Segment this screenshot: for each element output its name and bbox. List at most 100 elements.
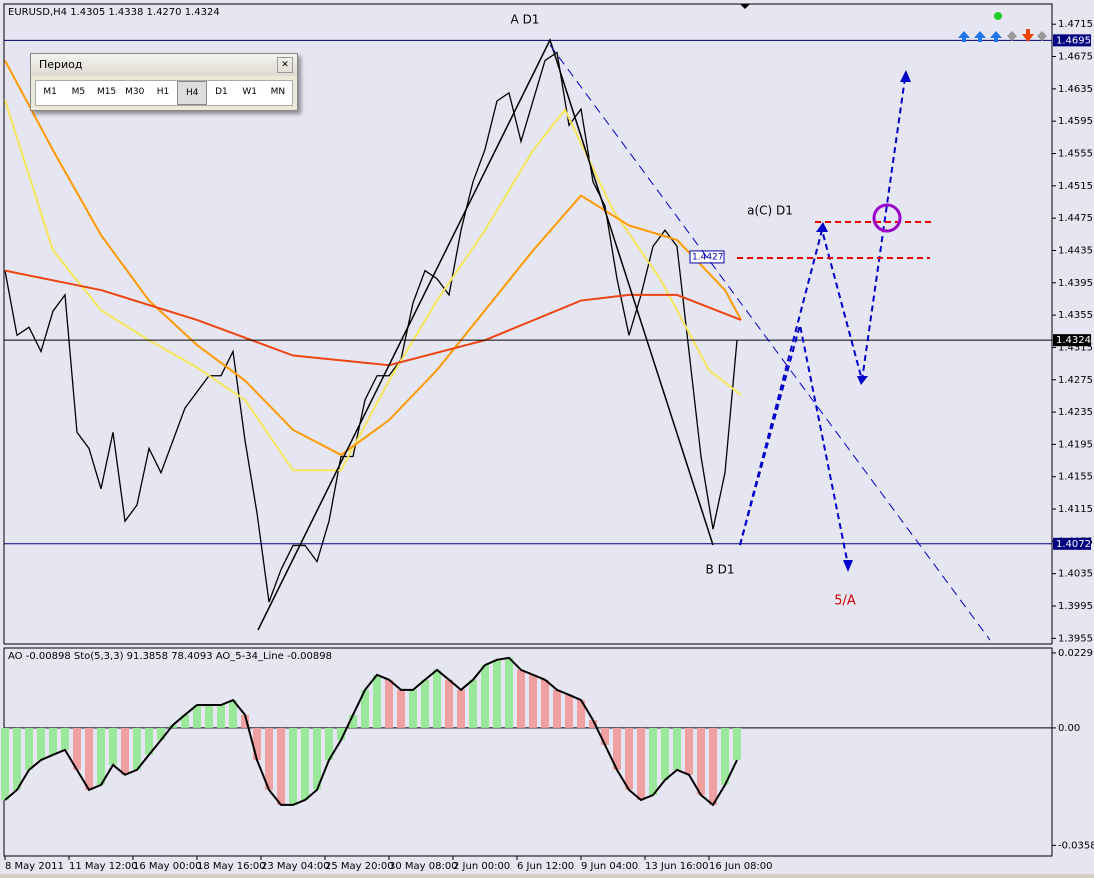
y-tick-label: 1.4555 bbox=[1058, 148, 1093, 159]
chart-title: EURUSD,H4 1.4305 1.4338 1.4270 1.4324 bbox=[8, 7, 220, 18]
ao-bar bbox=[625, 727, 633, 790]
x-tick-label: 9 Jun 04:00 bbox=[581, 861, 638, 872]
period-buttons: M1 M5 M15 M30 H1 H4 D1 W1 MN bbox=[35, 80, 293, 106]
ao-bar bbox=[157, 727, 165, 741]
annotation: 5/A bbox=[834, 594, 856, 609]
period-button[interactable]: H1 bbox=[156, 87, 170, 97]
ao-bar bbox=[565, 694, 573, 728]
x-tick-label: 16 May 00:00 bbox=[133, 861, 202, 872]
ao-bar bbox=[541, 679, 549, 728]
price-line bbox=[4, 60, 742, 457]
ao-bar bbox=[205, 704, 213, 728]
wave-line bbox=[257, 38, 714, 631]
y-tick-label: 1.4235 bbox=[1058, 407, 1093, 418]
indicator-title: AO -0.00898 Sto(5,3,3) 91.3858 78.4093 A… bbox=[8, 651, 332, 662]
ao-bar bbox=[313, 727, 321, 790]
x-tick-label: 23 May 04:00 bbox=[261, 861, 330, 872]
ao-bar bbox=[433, 669, 441, 728]
ao-bar bbox=[637, 727, 645, 800]
ao-bar bbox=[709, 727, 717, 805]
period-button[interactable]: M5 bbox=[71, 87, 86, 97]
x-tick-label: 6 Jun 12:00 bbox=[517, 861, 574, 872]
ao-bar bbox=[517, 669, 525, 728]
period-button[interactable]: M1 bbox=[43, 87, 57, 97]
price-tag-label: 1.4427 bbox=[692, 252, 724, 262]
y-tick-label: 1.4395 bbox=[1058, 278, 1093, 289]
shift-marker bbox=[740, 4, 750, 9]
ao-bar bbox=[385, 679, 393, 728]
drawings bbox=[257, 4, 1047, 641]
ao-bar bbox=[1, 727, 9, 800]
level-label: 1.4072 bbox=[1056, 539, 1091, 550]
ao-bar bbox=[145, 727, 153, 755]
ao-bar bbox=[697, 727, 705, 796]
ao-bar bbox=[61, 727, 69, 750]
y-tick-label: 1.4275 bbox=[1058, 375, 1093, 386]
y-tick-label: 1.4515 bbox=[1058, 181, 1093, 192]
ao-bar bbox=[337, 727, 345, 741]
ao-bar bbox=[97, 727, 105, 785]
x-tick-label: 13 Jun 16:00 bbox=[645, 861, 709, 872]
ao-bar bbox=[577, 700, 585, 728]
period-button[interactable]: MN bbox=[270, 87, 286, 97]
annotation: B D1 bbox=[706, 563, 735, 577]
ao-bar bbox=[349, 714, 357, 728]
ao-bar bbox=[589, 720, 597, 728]
ao-bar bbox=[601, 727, 609, 745]
y-tick-label: -0.03585 bbox=[1058, 840, 1094, 851]
y-tick-label: 1.3955 bbox=[1058, 633, 1093, 644]
current-price-tag bbox=[1053, 334, 1091, 347]
y-tick-label: 0.00 bbox=[1058, 723, 1080, 734]
ao-bar bbox=[457, 689, 465, 728]
ao-bar bbox=[553, 689, 561, 728]
ao-bar bbox=[13, 727, 21, 790]
x-tick-label: 11 May 12:00 bbox=[69, 861, 138, 872]
ao-bar bbox=[409, 689, 417, 728]
price-pane bbox=[3, 3, 1053, 645]
ao-bar bbox=[301, 727, 309, 800]
status-dot bbox=[994, 12, 1002, 20]
ao-line bbox=[4, 656, 738, 807]
x-tick-label: 25 May 20:00 bbox=[325, 861, 394, 872]
ao-bar bbox=[361, 689, 369, 728]
price-line bbox=[4, 269, 742, 367]
ao-bar bbox=[37, 727, 45, 761]
ao-bar bbox=[505, 657, 513, 728]
y-tick-label: 1.4195 bbox=[1058, 439, 1093, 450]
ao-bar bbox=[229, 700, 237, 728]
period-button[interactable]: D1 bbox=[215, 87, 228, 97]
ao-bar bbox=[181, 714, 189, 728]
ao-bar bbox=[289, 727, 297, 805]
annotation: a(C) D1 bbox=[747, 204, 793, 218]
y-tick-label: 1.4115 bbox=[1058, 504, 1093, 515]
ao-bar bbox=[277, 727, 285, 805]
ao-bar bbox=[613, 727, 621, 770]
signal-icons bbox=[958, 29, 1047, 42]
y-tick-label: 0.0229 bbox=[1058, 648, 1093, 659]
x-tick-label: 16 Jun 08:00 bbox=[709, 861, 773, 872]
current-price-label: 1.4324 bbox=[1056, 335, 1091, 346]
y-tick-label: 1.4635 bbox=[1058, 84, 1093, 95]
y-tick-label: 1.4035 bbox=[1058, 569, 1093, 580]
ao-bar bbox=[493, 659, 501, 728]
period-window[interactable]: Период ✕ M1 M5 M15 M30 H1 H4 D1 W1 MN bbox=[30, 53, 298, 111]
ao-bar bbox=[73, 727, 81, 770]
ao-bar bbox=[481, 665, 489, 728]
ao-bar bbox=[721, 727, 729, 785]
period-button[interactable]: M30 bbox=[125, 87, 145, 97]
close-button[interactable]: ✕ bbox=[277, 57, 293, 73]
window-title: Период bbox=[31, 54, 297, 76]
period-button[interactable]: H4 bbox=[177, 81, 208, 105]
arrow-head bbox=[900, 70, 911, 82]
level-tag bbox=[1053, 537, 1091, 550]
period-button[interactable]: M15 bbox=[96, 87, 117, 97]
x-tick-label: 8 May 2011 bbox=[5, 861, 64, 872]
period-button[interactable]: W1 bbox=[242, 87, 257, 97]
y-tick-label: 1.4315 bbox=[1058, 342, 1093, 353]
arrow-head bbox=[857, 376, 868, 385]
y-tick-label: 1.3995 bbox=[1058, 601, 1093, 612]
ao-bar bbox=[733, 727, 741, 761]
x-tick-label: 18 May 16:00 bbox=[197, 861, 266, 872]
ao-bar bbox=[445, 679, 453, 728]
ao-bar bbox=[373, 674, 381, 728]
